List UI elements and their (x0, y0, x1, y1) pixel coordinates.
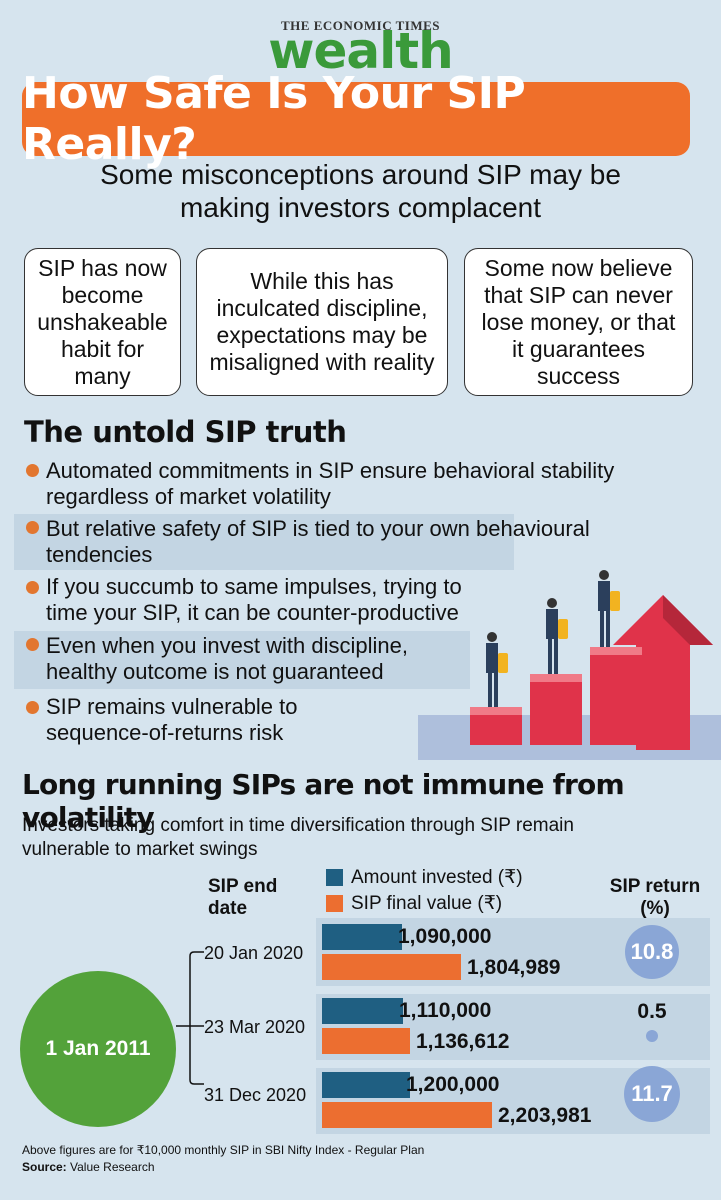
column-head-end-date: SIP end date (208, 876, 277, 920)
column-head-text: SIP return (609, 876, 701, 897)
bullet-line: Automated commitments in SIP ensure beha… (46, 458, 615, 483)
truth-bullet-3: If you succumb to same impulses, trying … (14, 574, 484, 630)
misconception-text-3: Some now believe that SIP can never lose… (481, 254, 676, 389)
bullet-line: But relative safety of SIP is tied to yo… (46, 516, 590, 541)
step-bar-1 (470, 713, 522, 745)
column-head-text: date (208, 898, 248, 919)
step-bar-3 (590, 653, 642, 745)
column-head-return: SIP return (%) (600, 876, 710, 920)
bar-invested-2 (322, 998, 403, 1024)
end-date-3: 31 Dec 2020 (204, 1085, 307, 1105)
legend-swatch-invested (326, 869, 343, 886)
page-title: How Safe Is Your SIP Really? (22, 68, 526, 170)
title-banner: How Safe Is Your SIP Really? (22, 68, 690, 170)
end-date-1: 20 Jan 2020 (204, 943, 304, 963)
subtitle-line-2: making investors complacent (179, 192, 542, 223)
truth-heading: The untold SIP truth (24, 415, 347, 449)
value-final-3: 2,203,981 (498, 1104, 592, 1127)
column-head-text: (%) (640, 898, 670, 919)
person-icon-3 (598, 570, 620, 647)
start-date-label: 1 Jan 2011 (45, 1037, 151, 1060)
person-icon-2 (546, 598, 568, 674)
value-final-2: 1,136,612 (416, 1030, 510, 1053)
truth-bullet-1: Automated commitments in SIP ensure beha… (14, 457, 710, 513)
truth-bullet-5: SIP remains vulnerable to sequence-of-re… (14, 694, 414, 750)
source-value: Value Research (66, 1160, 155, 1174)
bullet-dot-icon (26, 638, 39, 651)
bullet-line: time your SIP, it can be counter-product… (46, 600, 459, 625)
misconception-text-1: SIP has now become unshakeable habit for… (37, 254, 168, 389)
value-invested-3: 1,200,000 (406, 1073, 500, 1096)
start-date-circle: 1 Jan 2011 (20, 971, 176, 1127)
source-note: Source: Value Research (22, 1160, 155, 1174)
bullet-line: tendencies (46, 542, 153, 567)
legend-label-invested: Amount invested (₹) (351, 867, 523, 888)
truth-bullet-4: Even when you invest with discipline, he… (14, 631, 470, 689)
bar-final-2 (322, 1028, 410, 1054)
bullet-dot-icon (26, 581, 39, 594)
legend-swatch-final (326, 895, 343, 912)
column-head-text: SIP end (208, 876, 278, 897)
bar-final-1 (322, 954, 461, 980)
bullet-dot-icon (26, 464, 39, 477)
bullet-line: SIP remains vulnerable to (46, 694, 298, 719)
page-subtitle: Some misconceptions around SIP may be ma… (0, 158, 721, 224)
person-icon-1 (486, 632, 508, 707)
bullet-line: regardless of market volatility (46, 484, 331, 509)
volatility-subtitle-line-2: vulnerable to market swings (22, 839, 258, 860)
end-date-2: 23 Mar 2020 (204, 1017, 306, 1037)
volatility-heading: Long running SIPs are not immune from vo… (22, 768, 625, 834)
bullet-line: If you succumb to same impulses, trying … (46, 574, 462, 599)
truth-bullet-2: But relative safety of SIP is tied to yo… (14, 514, 590, 570)
source-label: Source: (22, 1160, 67, 1174)
legend-final: SIP final value (₹) (326, 892, 502, 915)
bar-final-3 (322, 1102, 492, 1128)
growth-illustration (418, 570, 721, 760)
misconception-text-2: While this has inculcated discipline, ex… (209, 268, 435, 375)
step-bar-2 (530, 680, 582, 745)
value-final-1: 1,804,989 (467, 956, 561, 979)
misconception-box-1: SIP has now become unshakeable habit for… (24, 248, 181, 396)
bullet-dot-icon (26, 521, 39, 534)
timeline-connector (176, 951, 204, 1085)
return-circle-1 (625, 925, 679, 979)
return-circle-2 (646, 1030, 658, 1042)
bar-invested-1 (322, 924, 402, 950)
volatility-subtitle: Investors taking comfort in time diversi… (22, 814, 712, 862)
volatility-subtitle-line-1: Investors taking comfort in time diversi… (22, 815, 574, 836)
value-invested-1: 1,090,000 (398, 925, 492, 948)
bullet-line: sequence-of-returns risk (46, 720, 284, 745)
misconception-box-3: Some now believe that SIP can never lose… (464, 248, 693, 396)
return-value-2: 0.5 (637, 1000, 667, 1023)
subtitle-line-1: Some misconceptions around SIP may be (100, 159, 621, 190)
return-circle-3 (624, 1066, 680, 1122)
bullet-line: healthy outcome is not guaranteed (46, 659, 384, 684)
return-value-3: 11.7 (631, 1081, 673, 1106)
misconception-box-2: While this has inculcated discipline, ex… (196, 248, 448, 396)
legend-label-final: SIP final value (₹) (351, 893, 503, 914)
publisher-name: THE ECONOMIC TIMES (280, 18, 440, 33)
value-invested-2: 1,110,000 (399, 999, 492, 1022)
bar-invested-3 (322, 1072, 410, 1098)
bullet-dot-icon (26, 701, 39, 714)
return-value-1: 10.8 (630, 939, 674, 964)
legend-invested: Amount invested (₹) (326, 866, 523, 889)
footnote: Above figures are for ₹10,000 monthly SI… (22, 1143, 425, 1157)
section-logo: wealth (268, 22, 453, 80)
bullet-line: Even when you invest with discipline, (46, 633, 408, 658)
